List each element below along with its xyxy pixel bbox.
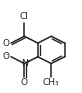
Text: O: O [2, 39, 10, 48]
Text: Cl: Cl [20, 12, 29, 21]
Text: +: + [24, 58, 30, 65]
Text: CH₃: CH₃ [43, 78, 60, 87]
Text: -: - [6, 52, 8, 58]
Text: N: N [21, 59, 28, 68]
Text: O: O [21, 78, 28, 87]
Text: O: O [3, 52, 10, 61]
